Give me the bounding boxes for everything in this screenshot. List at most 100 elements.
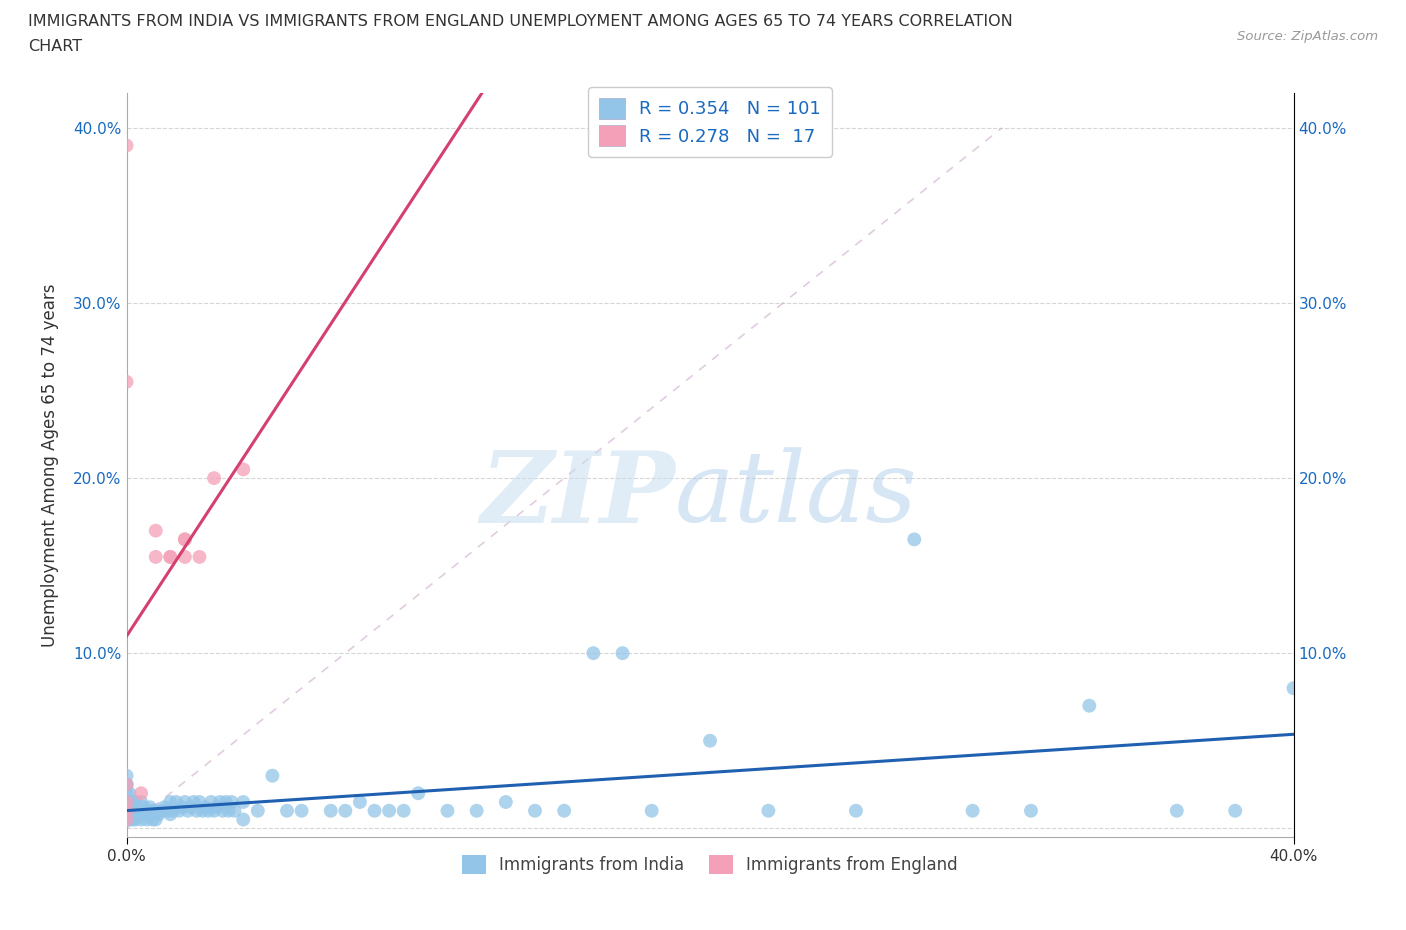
Point: [349, 794, 371, 809]
Point: [188, 550, 211, 565]
Point: [1282, 681, 1305, 696]
Point: [1078, 698, 1101, 713]
Point: [232, 812, 254, 827]
Text: Source: ZipAtlas.com: Source: ZipAtlas.com: [1237, 30, 1378, 43]
Point: [156, 804, 179, 818]
Point: [159, 807, 181, 822]
Point: [200, 794, 222, 809]
Point: [845, 804, 868, 818]
Point: [118, 812, 141, 827]
Point: [153, 800, 176, 815]
Point: [115, 812, 138, 827]
Point: [115, 804, 138, 818]
Point: [699, 733, 721, 748]
Point: [136, 804, 159, 818]
Point: [165, 794, 187, 809]
Point: [139, 800, 162, 815]
Point: [132, 800, 155, 815]
Point: [246, 804, 269, 818]
Point: [121, 794, 143, 809]
Point: [129, 804, 152, 818]
Point: [150, 804, 173, 818]
Point: [115, 138, 138, 153]
Text: atlas: atlas: [675, 447, 918, 542]
Point: [167, 804, 190, 818]
Point: [115, 777, 138, 792]
Point: [142, 804, 165, 818]
Point: [145, 804, 167, 818]
Point: [211, 804, 233, 818]
Point: [115, 794, 138, 809]
Point: [142, 812, 165, 827]
Point: [159, 550, 181, 565]
Point: [118, 786, 141, 801]
Point: [145, 812, 167, 827]
Point: [115, 804, 138, 818]
Point: [495, 794, 517, 809]
Point: [183, 794, 205, 809]
Point: [215, 794, 238, 809]
Point: [129, 794, 152, 809]
Point: [118, 804, 141, 818]
Point: [115, 807, 138, 822]
Point: [115, 794, 138, 809]
Point: [335, 804, 357, 818]
Point: [465, 804, 488, 818]
Point: [962, 804, 984, 818]
Point: [115, 812, 138, 827]
Point: [118, 794, 141, 809]
Point: [903, 532, 925, 547]
Point: [139, 807, 162, 822]
Point: [162, 804, 184, 818]
Point: [115, 375, 138, 390]
Point: [221, 794, 243, 809]
Point: [612, 645, 634, 660]
Point: [188, 794, 211, 809]
Point: [202, 804, 225, 818]
Point: [115, 777, 138, 792]
Point: [436, 804, 458, 818]
Point: [194, 800, 217, 815]
Point: [408, 786, 430, 801]
Point: [205, 800, 228, 815]
Point: [121, 804, 143, 818]
Point: [145, 524, 167, 538]
Point: [640, 804, 664, 818]
Point: [159, 794, 181, 809]
Point: [127, 807, 149, 822]
Y-axis label: Unemployment Among Ages 65 to 74 years: Unemployment Among Ages 65 to 74 years: [41, 284, 59, 646]
Point: [186, 804, 208, 818]
Point: [180, 800, 202, 815]
Point: [232, 462, 254, 477]
Point: [232, 794, 254, 809]
Point: [174, 532, 197, 547]
Point: [115, 804, 138, 818]
Point: [218, 804, 240, 818]
Point: [121, 812, 143, 827]
Point: [129, 786, 152, 801]
Point: [224, 804, 246, 818]
Point: [115, 812, 138, 827]
Point: [124, 794, 146, 809]
Point: [290, 804, 312, 818]
Point: [582, 645, 605, 660]
Point: [118, 807, 141, 822]
Point: [174, 794, 197, 809]
Point: [121, 807, 143, 822]
Point: [145, 550, 167, 565]
Point: [1166, 804, 1188, 818]
Point: [124, 804, 146, 818]
Legend: Immigrants from India, Immigrants from England: Immigrants from India, Immigrants from E…: [456, 848, 965, 881]
Point: [136, 812, 159, 827]
Text: ZIP: ZIP: [479, 446, 675, 543]
Point: [756, 804, 779, 818]
Point: [148, 807, 170, 822]
Point: [363, 804, 385, 818]
Point: [115, 794, 138, 809]
Point: [202, 471, 225, 485]
Point: [392, 804, 415, 818]
Point: [159, 550, 181, 565]
Point: [1019, 804, 1042, 818]
Point: [127, 800, 149, 815]
Point: [115, 777, 138, 792]
